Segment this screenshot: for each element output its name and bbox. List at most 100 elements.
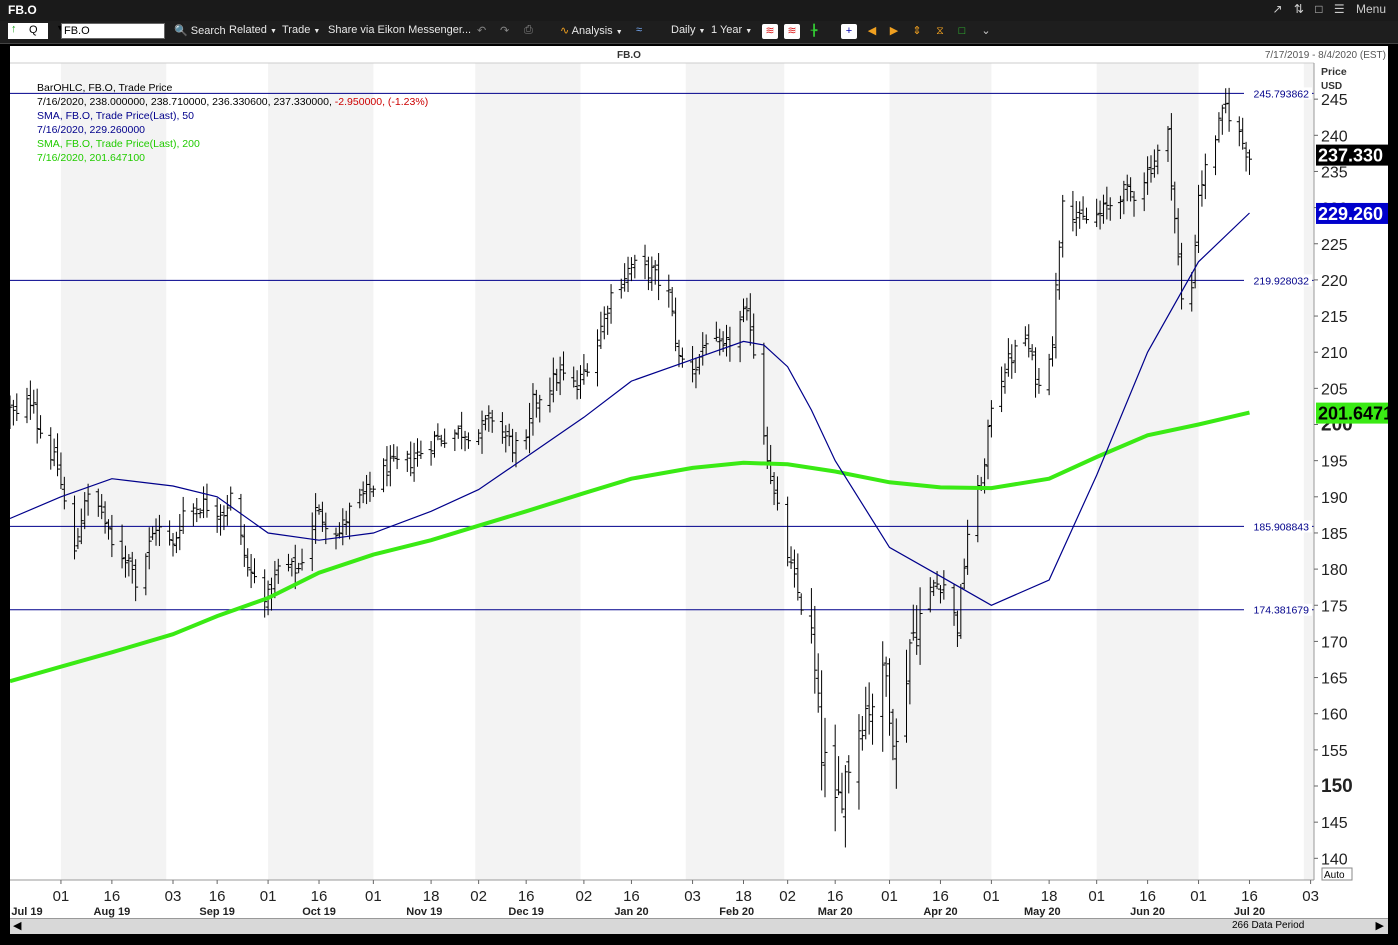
ohlc-bar <box>822 717 828 798</box>
line-chart-icon[interactable]: ≋ <box>762 24 778 39</box>
ohlc-bar <box>381 458 387 493</box>
ohlc-bar <box>38 415 44 439</box>
related-menu[interactable]: Related ▼ <box>229 24 277 36</box>
ric-input[interactable]: FB.O <box>61 23 165 39</box>
add-icon[interactable]: + <box>841 24 857 39</box>
ohlc-bar <box>241 524 247 567</box>
month-label: Nov 19 <box>406 906 442 918</box>
ohlc-bar <box>197 508 203 519</box>
analysis-menu[interactable]: ∿ Analysis ▼ <box>560 25 623 37</box>
chart-panel[interactable]: FB.O 7/17/2019 - 8/4/2020 (EST) 245.7938… <box>7 46 1393 934</box>
ohlc-bar <box>1213 135 1219 176</box>
ohlc-bar <box>190 503 196 527</box>
ohlc-bar <box>418 440 424 459</box>
ohlc-bar <box>917 587 923 665</box>
y-tick-label: 145 <box>1321 815 1348 832</box>
chart-type-icon[interactable]: ≋ <box>784 24 800 39</box>
ohlc-bar <box>832 724 838 832</box>
compress-icon[interactable]: ⧖ <box>936 25 944 37</box>
sma200-line <box>9 410 1250 684</box>
more-icon[interactable]: ⌄ <box>981 25 991 37</box>
menu-icon[interactable]: ☰ <box>1333 2 1345 16</box>
scrollbar[interactable]: ◀ 266 Data Period ▶ <box>10 918 1388 934</box>
share-button[interactable]: Share via Eikon Messenger... <box>328 24 472 36</box>
ohlc-bar <box>1179 242 1185 310</box>
ohlc-bar <box>914 605 920 655</box>
bar-type-icon[interactable]: ╊ <box>810 25 818 37</box>
scroll-right-icon[interactable]: ▶ <box>1375 920 1384 932</box>
ric-prefix-select[interactable]: ↑ Q ▼ <box>8 23 65 39</box>
y-tick-label: 150 <box>1321 776 1353 797</box>
ohlc-bar <box>581 354 587 385</box>
ohlc-bar <box>180 496 186 534</box>
scroll-left-icon[interactable]: ◀ <box>867 25 877 37</box>
fit-icon[interactable]: ▶ <box>889 25 899 37</box>
ohlc-bar <box>632 254 638 279</box>
trade-menu[interactable]: Trade ▼ <box>282 24 321 36</box>
ohlc-bar <box>673 297 679 352</box>
ohlc-bar <box>1009 344 1015 379</box>
ohlc-bar <box>360 481 366 504</box>
chevron-down-icon: ▼ <box>615 29 623 36</box>
ohlc-bar <box>1246 149 1252 175</box>
pin-icon[interactable]: ↗ <box>1272 2 1283 16</box>
month-band <box>475 63 581 880</box>
ohlc-bar <box>61 476 67 510</box>
month-bands <box>60 63 1314 880</box>
wave-icon[interactable]: ≈ <box>636 24 643 36</box>
ohlc-bar <box>72 495 78 560</box>
ohlc-bar <box>1216 112 1222 143</box>
ohlc-bar <box>1104 186 1110 220</box>
redo-icon[interactable]: ↷ <box>500 25 510 37</box>
y-tick-label: 180 <box>1321 562 1348 579</box>
x-tick-label: 02 <box>470 888 487 905</box>
chevron-down-icon: ▼ <box>698 28 706 35</box>
search-button[interactable]: 🔍 Search <box>174 25 226 37</box>
ohlc-bars <box>7 87 1252 848</box>
ohlc-bar <box>1022 326 1028 347</box>
ohlc-bar <box>856 714 862 810</box>
ohlc-bar <box>499 412 505 444</box>
x-axis: 01 16 03 16 01 16 01 18 02 16 02 16 03 18 02 16 01 16 01 18… <box>10 879 1319 918</box>
x-tick-label: 18 <box>1041 888 1058 905</box>
restore-icon[interactable]: □ <box>1315 2 1323 16</box>
ohlc-bar <box>744 297 750 321</box>
ohlc-bar <box>910 604 916 641</box>
print-icon[interactable]: ⎙ <box>524 24 533 36</box>
y-tick-label: 225 <box>1321 237 1348 254</box>
last-value-text: 201.6471 <box>1318 404 1388 424</box>
legend-sma200: SMA, FB.O, Trade Price(Last), 200 <box>37 138 200 150</box>
ohlc-bar <box>1199 170 1205 207</box>
ohlc-bar <box>51 438 57 467</box>
ohlc-bar <box>262 569 268 618</box>
ohlc-bar <box>999 366 1005 413</box>
ohlc-bar <box>1046 353 1052 396</box>
up-arrow-icon: ↑ <box>11 23 17 35</box>
ohlc-bar <box>156 514 162 547</box>
price-chart[interactable]: FB.O 7/17/2019 - 8/4/2020 (EST) 245.7938… <box>7 46 1393 934</box>
auto-scale-button[interactable] <box>1321 867 1353 881</box>
ohlc-bar <box>679 347 685 368</box>
x-tick-label: 01 <box>365 888 382 905</box>
ohlc-bar <box>129 551 135 584</box>
undo-icon[interactable]: ↶ <box>477 25 487 37</box>
zoom-vertical-icon[interactable]: ⇕ <box>912 25 922 37</box>
select-icon[interactable]: □ <box>958 25 966 37</box>
interval-select[interactable]: Daily ▼ <box>671 24 706 36</box>
x-tick-label: 16 <box>827 888 844 905</box>
ohlc-bar <box>476 429 482 446</box>
ohlc-bar <box>527 402 533 454</box>
scroll-left-icon[interactable]: ◀ <box>13 920 22 932</box>
y-tick-label: 245 <box>1321 92 1348 109</box>
legend-series: BarOHLC, FB.O, Trade Price <box>37 82 173 94</box>
menu-label[interactable]: Menu <box>1355 2 1386 16</box>
link-icon[interactable]: ⇅ <box>1293 2 1304 16</box>
ohlc-bar <box>204 483 210 518</box>
search-icon: 🔍 <box>174 25 188 37</box>
y-tick-label: 210 <box>1321 345 1348 362</box>
ohlc-bar <box>394 446 400 470</box>
range-select[interactable]: 1 Year ▼ <box>711 24 753 36</box>
ohlc-bar <box>1165 126 1171 162</box>
ohlc-bar <box>625 256 631 293</box>
ohlc-bar <box>1050 336 1056 367</box>
